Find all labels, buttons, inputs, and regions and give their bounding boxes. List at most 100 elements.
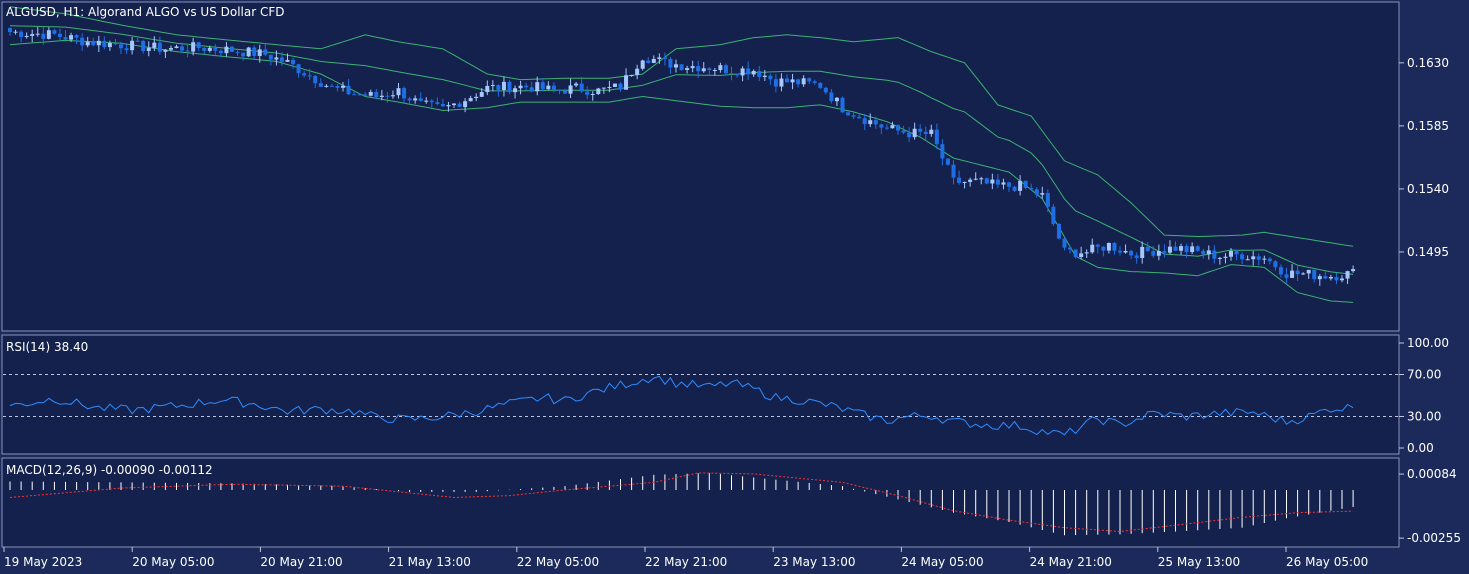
candle-bearish[interactable]: [901, 130, 906, 133]
candle-bullish[interactable]: [574, 83, 579, 86]
candle-bullish[interactable]: [257, 49, 262, 56]
candle-bearish[interactable]: [918, 128, 923, 132]
candle-bearish[interactable]: [1273, 261, 1278, 268]
candle-bearish[interactable]: [141, 40, 146, 51]
candle-bearish[interactable]: [252, 47, 257, 56]
candle-bullish[interactable]: [1106, 242, 1111, 251]
candle-bullish[interactable]: [224, 46, 229, 54]
candle-bearish[interactable]: [729, 73, 734, 75]
candle-bearish[interactable]: [407, 98, 412, 101]
candle-bullish[interactable]: [1090, 244, 1095, 253]
candle-bullish[interactable]: [685, 68, 690, 70]
candle-bullish[interactable]: [96, 40, 101, 46]
candle-bullish[interactable]: [912, 128, 917, 138]
candle-bearish[interactable]: [80, 37, 85, 46]
candle-bearish[interactable]: [1278, 267, 1283, 275]
candle-bullish[interactable]: [513, 88, 518, 93]
candle-bullish[interactable]: [163, 49, 168, 52]
candle-bullish[interactable]: [701, 68, 706, 72]
candle-bullish[interactable]: [463, 101, 468, 108]
candle-bullish[interactable]: [501, 81, 506, 90]
candle-bearish[interactable]: [1212, 250, 1217, 259]
candle-bullish[interactable]: [379, 95, 384, 98]
candle-bearish[interactable]: [818, 82, 823, 88]
candle-bearish[interactable]: [1112, 242, 1117, 251]
candle-bullish[interactable]: [191, 42, 196, 52]
candle-bullish[interactable]: [1340, 278, 1344, 281]
candle-bullish[interactable]: [246, 47, 251, 57]
candle-bearish[interactable]: [329, 85, 334, 87]
candle-bearish[interactable]: [402, 88, 407, 99]
candle-bearish[interactable]: [846, 112, 851, 116]
candle-bearish[interactable]: [185, 50, 190, 52]
candle-bullish[interactable]: [651, 58, 656, 63]
candle-bullish[interactable]: [390, 95, 395, 97]
candle-bearish[interactable]: [679, 64, 684, 70]
candle-bearish[interactable]: [357, 94, 362, 96]
candle-bullish[interactable]: [490, 85, 495, 87]
candle-bullish[interactable]: [718, 65, 723, 71]
candle-bullish[interactable]: [779, 78, 784, 87]
candle-bullish[interactable]: [85, 41, 90, 46]
candle-bullish[interactable]: [1123, 250, 1128, 253]
candle-bullish[interactable]: [1079, 253, 1084, 257]
candle-bearish[interactable]: [1129, 250, 1134, 256]
candle-bearish[interactable]: [873, 120, 878, 125]
candle-bearish[interactable]: [1267, 258, 1272, 262]
candle-bullish[interactable]: [1328, 276, 1333, 279]
candle-bearish[interactable]: [618, 83, 623, 90]
candle-bullish[interactable]: [396, 88, 401, 96]
candle-bearish[interactable]: [8, 27, 12, 33]
candle-bullish[interactable]: [740, 68, 745, 76]
candle-bullish[interactable]: [1156, 251, 1161, 256]
candle-bearish[interactable]: [585, 91, 590, 95]
candle-bearish[interactable]: [1151, 251, 1156, 256]
candle-bullish[interactable]: [1301, 273, 1306, 275]
candle-bullish[interactable]: [801, 78, 806, 85]
candle-bearish[interactable]: [934, 129, 939, 145]
candle-bullish[interactable]: [24, 35, 29, 38]
candle-bearish[interactable]: [241, 52, 246, 57]
candle-bullish[interactable]: [479, 92, 484, 97]
candle-bearish[interactable]: [235, 51, 240, 53]
candle-bullish[interactable]: [1084, 252, 1089, 254]
candle-bearish[interactable]: [807, 78, 812, 82]
candle-bullish[interactable]: [35, 33, 40, 35]
candle-bearish[interactable]: [1334, 276, 1339, 281]
candle-bearish[interactable]: [557, 89, 562, 91]
candle-bullish[interactable]: [568, 85, 573, 94]
candle-bullish[interactable]: [341, 85, 345, 88]
candle-bullish[interactable]: [762, 75, 767, 78]
candle-bearish[interactable]: [318, 83, 323, 87]
candle-bearish[interactable]: [840, 97, 845, 113]
candle-bullish[interactable]: [46, 30, 51, 39]
candle-bullish[interactable]: [1351, 269, 1356, 272]
candle-bearish[interactable]: [1062, 238, 1067, 248]
candle-bullish[interactable]: [1206, 250, 1211, 255]
candle-bullish[interactable]: [1223, 256, 1228, 258]
candle-bearish[interactable]: [646, 60, 651, 63]
price-panel[interactable]: [1, 1, 1400, 332]
candle-bearish[interactable]: [1162, 251, 1167, 253]
candle-bearish[interactable]: [524, 85, 529, 88]
candle-bearish[interactable]: [579, 83, 584, 92]
candle-bullish[interactable]: [485, 85, 490, 93]
candle-bearish[interactable]: [857, 116, 862, 119]
candle-bullish[interactable]: [107, 43, 112, 48]
candle-bullish[interactable]: [890, 125, 895, 129]
candle-bullish[interactable]: [535, 82, 540, 92]
rsi-panel[interactable]: [1, 334, 1400, 455]
candle-bearish[interactable]: [1056, 223, 1061, 239]
candle-bearish[interactable]: [429, 100, 434, 103]
candle-bullish[interactable]: [690, 66, 695, 69]
candle-bullish[interactable]: [790, 79, 795, 83]
candle-bullish[interactable]: [834, 97, 839, 102]
candle-bearish[interactable]: [41, 33, 46, 39]
candle-bearish[interactable]: [995, 179, 1000, 185]
candle-bullish[interactable]: [1217, 257, 1222, 259]
candle-bullish[interactable]: [1290, 270, 1295, 278]
candle-bearish[interactable]: [218, 50, 223, 54]
candle-bearish[interactable]: [435, 102, 440, 104]
candle-bullish[interactable]: [990, 179, 995, 184]
candle-bearish[interactable]: [1134, 255, 1139, 259]
